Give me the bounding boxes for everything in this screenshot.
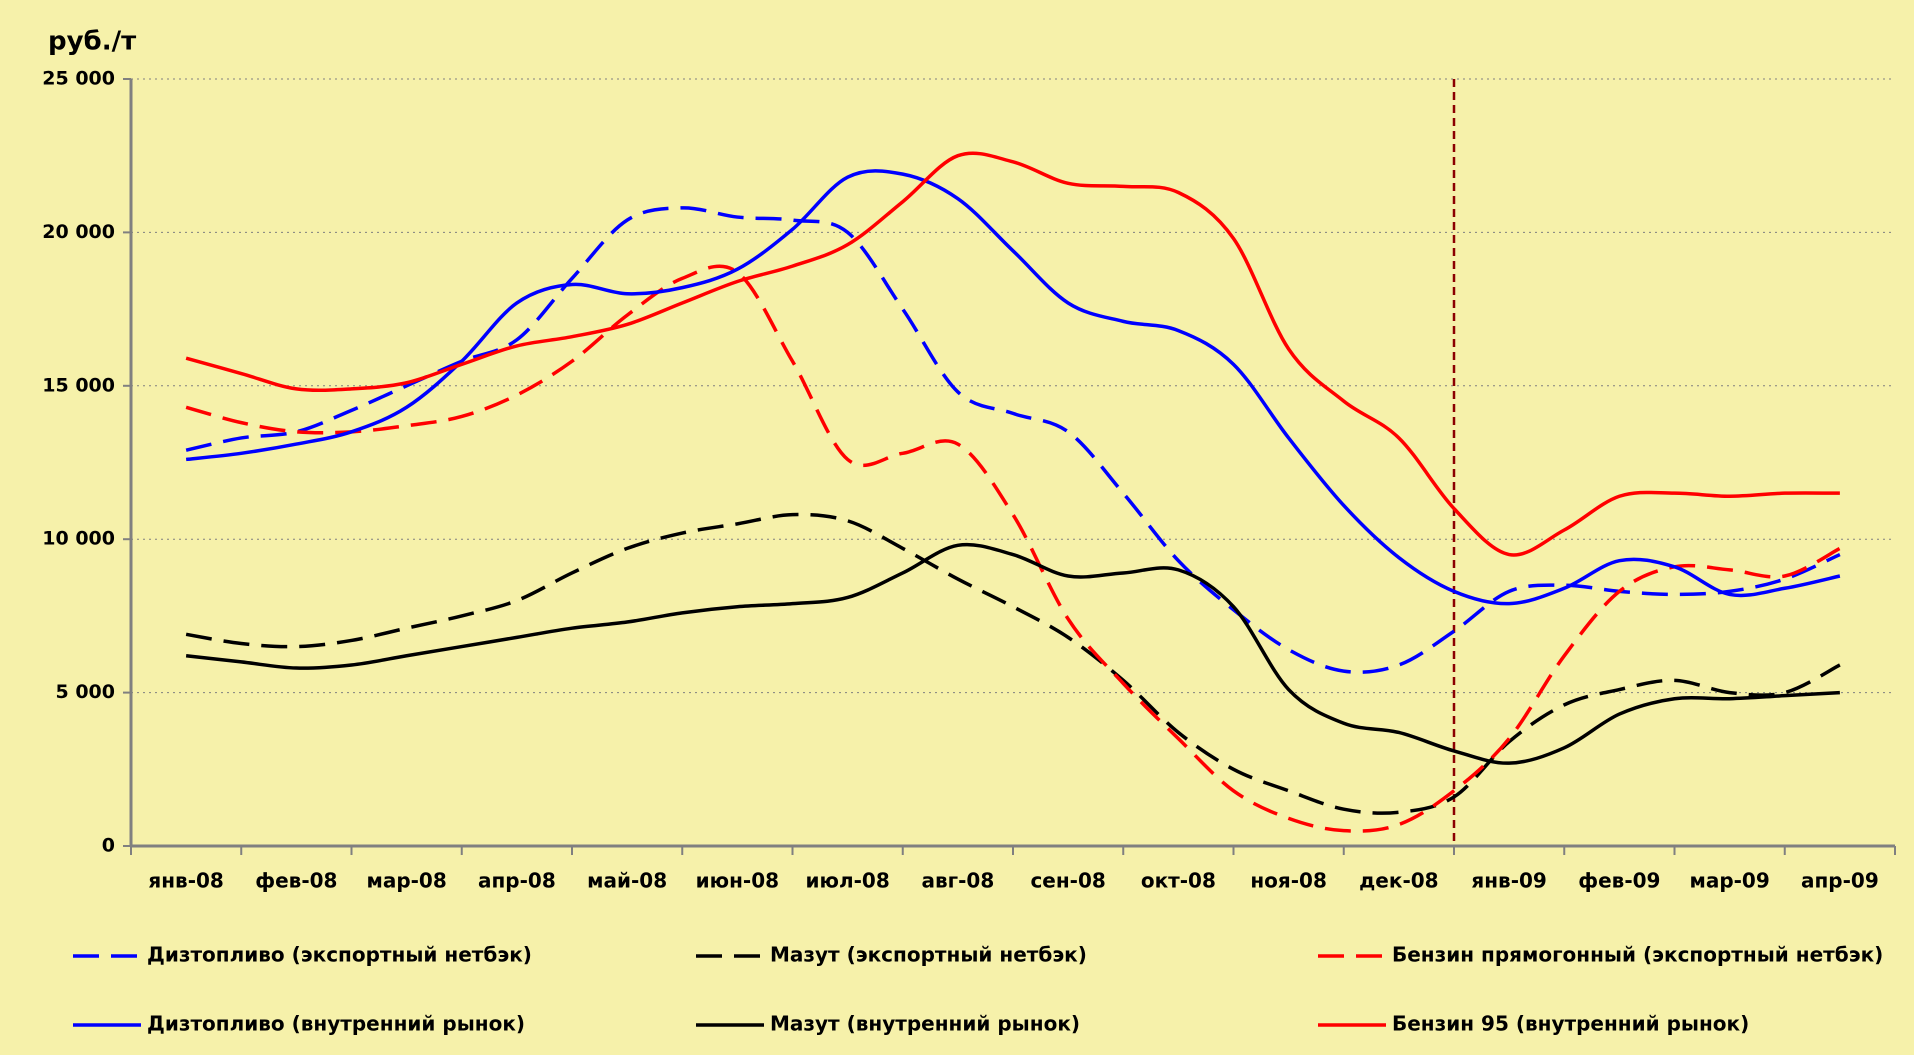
x-tick-label: мар-08 (366, 869, 446, 893)
legend-label: Бензин 95 (внутренний рынок) (1392, 1012, 1749, 1036)
x-tick-label: мар-09 (1689, 869, 1769, 893)
legend-label: Дизтопливо (внутренний рынок) (147, 1012, 525, 1036)
y-tick-label: 15 000 (42, 374, 115, 396)
x-tick-label: окт-08 (1141, 869, 1216, 893)
legend-label: Дизтопливо (экспортный нетбэк) (147, 943, 532, 967)
series-line (185, 169, 1841, 606)
y-axis-label: руб./т (48, 27, 136, 57)
series-line (185, 264, 1841, 833)
series-line (185, 151, 1840, 557)
series-line (185, 206, 1841, 674)
x-tick-label: апр-08 (478, 869, 556, 893)
legend-label: Мазут (внутренний рынок) (770, 1012, 1080, 1036)
x-tick-label: янв-08 (148, 869, 223, 893)
x-tick-label: май-08 (587, 869, 667, 893)
legend-label: Бензин прямогонный (экспортный нетбэк) (1392, 943, 1883, 967)
y-tick-label: 10 000 (42, 528, 115, 550)
x-tick-label: ноя-08 (1250, 869, 1327, 893)
x-tick-label: дек-08 (1359, 869, 1438, 893)
y-tick-label: 20 000 (42, 221, 115, 243)
x-tick-label: июн-08 (696, 869, 779, 893)
y-tick-label: 25 000 (42, 68, 115, 90)
x-tick-label: сен-08 (1030, 869, 1105, 893)
series-line (185, 512, 1841, 815)
x-tick-label: янв-09 (1471, 869, 1546, 893)
series-line (185, 542, 1840, 765)
x-tick-label: апр-09 (1801, 869, 1879, 893)
x-tick-label: июл-08 (806, 869, 890, 893)
x-tick-label: авг-08 (922, 869, 995, 893)
legend-label: Мазут (экспортный нетбэк) (770, 943, 1087, 967)
x-tick-label: фев-08 (255, 869, 337, 893)
y-tick-label: 5 000 (56, 681, 116, 703)
x-tick-label: фев-09 (1578, 869, 1660, 893)
y-tick-label: 0 (102, 835, 115, 857)
